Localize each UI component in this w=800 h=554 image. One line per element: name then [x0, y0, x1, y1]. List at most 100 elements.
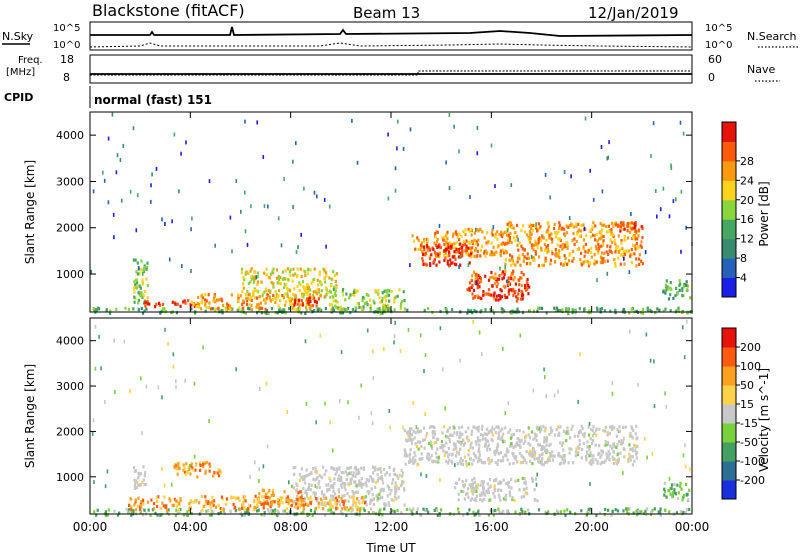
data-cell — [527, 256, 530, 260]
data-cell — [597, 251, 600, 255]
data-cell — [344, 488, 347, 492]
data-cell — [474, 273, 477, 277]
data-cell — [477, 426, 480, 430]
colorbar-tick-label: -200 — [740, 474, 765, 487]
data-cell — [668, 510, 671, 514]
data-cell — [509, 442, 513, 446]
data-cell — [390, 489, 393, 493]
data-cell — [454, 257, 457, 261]
data-cell — [622, 425, 625, 429]
data-cell — [369, 500, 372, 504]
sparse-cell — [506, 228, 509, 233]
data-cell — [304, 286, 307, 290]
sparse-cell — [682, 453, 685, 458]
data-cell — [554, 309, 557, 313]
data-cell — [387, 501, 390, 505]
data-cell — [318, 270, 321, 274]
data-cell — [501, 435, 504, 439]
data-cell — [613, 258, 616, 262]
data-cell — [144, 471, 147, 475]
data-cell — [563, 254, 566, 258]
data-cell — [296, 483, 299, 488]
sparse-cell — [102, 170, 104, 175]
data-cell — [142, 478, 145, 482]
data-cell — [512, 288, 515, 292]
data-cell — [132, 258, 135, 262]
sparse-cell — [100, 366, 102, 371]
data-cell — [570, 427, 573, 431]
data-cell — [588, 509, 592, 513]
data-cell — [606, 433, 609, 437]
data-cell — [140, 306, 143, 311]
data-cell — [508, 282, 512, 286]
data-cell — [372, 478, 375, 482]
data-cell — [379, 300, 382, 304]
data-cell — [332, 489, 335, 493]
data-cell — [591, 457, 594, 461]
data-cell — [511, 443, 514, 447]
data-cell — [466, 311, 469, 315]
data-cell — [679, 485, 682, 489]
sparse-cell — [288, 480, 290, 485]
data-cell — [529, 233, 532, 237]
data-cell — [361, 295, 365, 300]
data-cell — [494, 272, 497, 276]
sparse-cell — [351, 118, 353, 123]
data-cell — [390, 498, 393, 502]
data-cell — [281, 277, 284, 281]
data-cell — [209, 501, 212, 505]
data-cell — [662, 309, 665, 313]
data-cell — [500, 234, 503, 238]
data-cell — [544, 426, 547, 430]
data-cell — [437, 253, 440, 257]
data-cell — [602, 234, 605, 239]
data-cell — [271, 270, 274, 274]
data-cell — [178, 510, 181, 515]
data-cell — [176, 302, 179, 306]
data-cell — [376, 498, 379, 502]
data-cell — [599, 229, 602, 234]
data-cell — [411, 459, 414, 463]
sparse-cell — [454, 463, 456, 468]
data-cell — [434, 235, 437, 239]
data-cell — [430, 425, 433, 429]
data-cell — [210, 513, 213, 517]
data-cell — [325, 271, 328, 275]
data-cell — [333, 482, 336, 486]
data-cell — [311, 467, 315, 471]
data-cell — [459, 462, 462, 466]
data-cell — [597, 243, 600, 247]
data-cell — [513, 456, 516, 460]
data-cell — [381, 513, 384, 517]
data-cell — [598, 427, 601, 431]
data-cell — [460, 253, 463, 257]
data-cell — [299, 267, 302, 271]
data-cell — [599, 455, 602, 459]
data-cell — [483, 432, 486, 436]
data-cell — [252, 500, 256, 504]
data-cell — [294, 293, 297, 297]
data-cell — [592, 221, 595, 225]
data-cell — [383, 306, 386, 310]
data-cell — [509, 275, 513, 279]
data-cell — [627, 249, 630, 253]
data-region — [128, 495, 367, 512]
data-cell — [589, 311, 592, 315]
data-cell — [316, 278, 319, 282]
data-cell — [262, 506, 265, 510]
data-cell — [246, 297, 249, 301]
data-cell — [501, 277, 504, 281]
data-cell — [200, 294, 203, 298]
data-cell — [470, 250, 473, 254]
data-cell — [600, 228, 604, 232]
data-cell — [560, 262, 563, 266]
data-cell — [298, 473, 302, 477]
data-cell — [153, 502, 156, 506]
data-cell — [320, 283, 323, 287]
data-cell — [488, 461, 491, 465]
data-cell — [364, 495, 368, 499]
data-cell — [590, 246, 593, 251]
data-cell — [501, 427, 504, 431]
sparse-cell — [565, 430, 568, 435]
data-cell — [323, 503, 326, 507]
